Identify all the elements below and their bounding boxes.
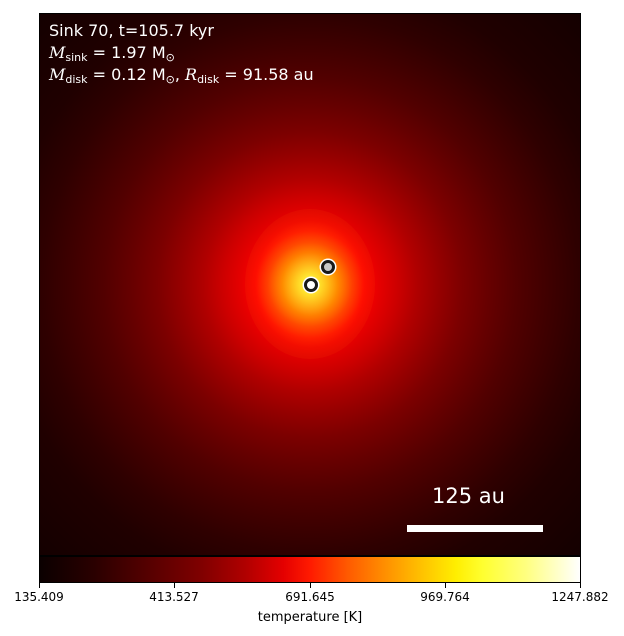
colorbar-tick xyxy=(174,583,175,588)
colorbar-tick-label: 413.527 xyxy=(149,590,199,604)
temperature-colorbar xyxy=(39,556,581,583)
colorbar-tick xyxy=(445,583,446,588)
colorbar-tick-label: 691.645 xyxy=(285,590,335,604)
colorbar-tick-label: 135.409 xyxy=(14,590,64,604)
colorbar-tick-label: 969.764 xyxy=(420,590,470,604)
scale-bar-label: 125 au xyxy=(432,484,505,508)
sink-mass-label: Msink = 1.97 M⊙ xyxy=(49,43,175,64)
temperature-map: Sink 70, t=105.7 kyr Msink = 1.97 M⊙ Mdi… xyxy=(39,13,581,556)
colorbar-tick-label: 1247.882 xyxy=(551,590,609,604)
sink-marker-secondary xyxy=(321,260,335,274)
colorbar-tick xyxy=(580,583,581,588)
colorbar-axis-label: temperature [K] xyxy=(257,610,363,625)
disk-properties-label: Mdisk = 0.12 M⊙, Rdisk = 91.58 au xyxy=(49,65,314,86)
colorbar-tick xyxy=(310,583,311,588)
colorbar-tick xyxy=(39,583,40,588)
sink-time-label: Sink 70, t=105.7 kyr xyxy=(49,21,214,40)
scale-bar xyxy=(407,525,543,532)
sink-marker-primary xyxy=(304,278,318,292)
